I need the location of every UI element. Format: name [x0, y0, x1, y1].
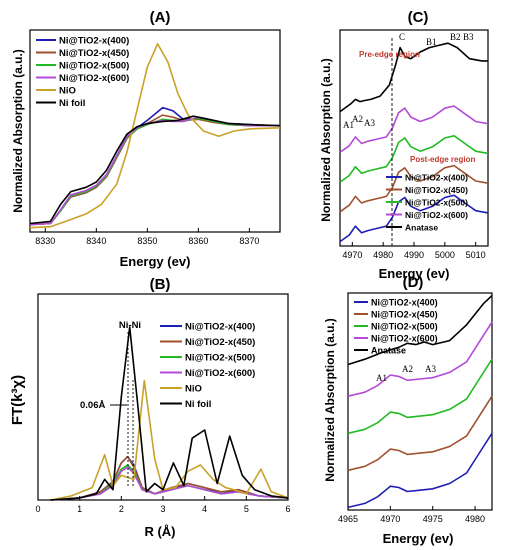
panel-d-xtick-label: 4965: [338, 514, 358, 524]
panel-c-legend: Ni@TiO2-x(400) Ni@TiO2-x(450) Ni@TiO2-x(50…: [386, 173, 468, 233]
panel-c-series-ni-tio2-x-450: [339, 164, 489, 213]
panel-c-series-ni-tio2-x-400: [339, 194, 489, 243]
panel-a: (A) 8330 8340 8350 8360 8370 Energy (ev) Nor…: [11, 9, 281, 269]
label-c: C: [399, 32, 405, 42]
panel-a-xtick-label: 8340: [86, 236, 106, 246]
legend-label-ni-tio2-x-400: Ni@TiO2-x(400): [59, 36, 129, 47]
panel-c-series-ni-tio2-x-500: [339, 135, 489, 183]
panel-a-series-nio: [29, 43, 281, 229]
panel-b-xtick-label: 6: [285, 504, 290, 514]
label-b1: B1: [426, 37, 437, 47]
panel-c-xtick-label: 4980: [373, 250, 393, 260]
legend-label-ni-tio2-x-400: Ni@TiO2-x(400): [405, 173, 468, 183]
legend-label-ni-tio2-x-400: Ni@TiO2-x(400): [185, 322, 255, 333]
panel-b-xlabel: R (Å): [144, 524, 175, 539]
panel-b-series-ni-tio2-x-600: [50, 466, 289, 501]
panel-a-xlabel: Energy (ev): [120, 254, 191, 269]
pre-edge-label: Pre-edge region: [359, 50, 420, 59]
panel-c-title: (C): [408, 9, 429, 26]
panel-d-series-anatase: [347, 295, 493, 366]
legend-label-ni-tio2-x-600: Ni@TiO2-x(600): [59, 73, 129, 84]
panel-a-xtick-label: 8360: [188, 236, 208, 246]
legend-label-ni-foil: Ni foil: [185, 399, 211, 410]
legend-label-nio: NiO: [185, 384, 202, 395]
legend-label-ni-tio2-x-400: Ni@TiO2-x(400): [371, 298, 438, 308]
panel-a-xtick-label: 8330: [35, 236, 55, 246]
shift-annotation: 0.06Å: [80, 400, 105, 411]
panel-a-xtick-label: 8350: [137, 236, 157, 246]
panel-c-series-anatase: [339, 42, 488, 113]
panel-c-series-ni-tio2-x-600: [339, 105, 489, 153]
panel-a-series-ni-tio2-x-500: [29, 117, 280, 226]
label-a3: A3: [364, 118, 375, 128]
panel-c-xtick-label: 5000: [435, 250, 455, 260]
panel-d-title: (D): [403, 274, 424, 291]
panel-d-xtick-label: 4975: [423, 514, 443, 524]
panel-a-series-ni-foil: [29, 115, 281, 225]
panel-b-legend: Ni@TiO2-x(400) Ni@TiO2-x(450) Ni@TiO2-x(50…: [160, 322, 255, 410]
panel-a-series-ni-tio2-x-600: [29, 116, 280, 226]
ni-ni-annotation: Ni-Ni: [119, 320, 141, 331]
panel-b-xtick-label: 3: [160, 504, 165, 514]
legend-label-ni-foil: Ni foil: [59, 98, 85, 109]
panel-a-plot-frame: [29, 29, 281, 233]
legend-label-anatase: Anatase: [405, 223, 438, 233]
label-d-a2: A2: [402, 364, 413, 374]
panel-d-xtick-label: 4980: [465, 514, 485, 524]
panel-b-title: (B): [150, 276, 171, 293]
panel-d-xlabel: Energy (ev): [383, 531, 454, 546]
panel-b-ylabel: FT(k³χ): [9, 375, 26, 425]
label-b3: B3: [463, 32, 474, 42]
legend-label-nio: NiO: [59, 86, 76, 97]
label-d-a3: A3: [425, 364, 436, 374]
legend-label-anatase: Anatase: [371, 346, 406, 356]
label-a1: A1: [343, 120, 354, 130]
label-b2: B2: [450, 32, 461, 42]
panel-a-xtick-label: 8370: [239, 236, 259, 246]
panel-d: (D) 4965 4970 4975 4980 Energy (ev) Normali…: [323, 274, 493, 546]
legend-label-ni-tio2-x-450: Ni@TiO2-x(450): [371, 310, 438, 320]
panel-b-xtick-label: 5: [244, 504, 249, 514]
panel-b-xtick-label: 0: [35, 504, 40, 514]
legend-label-ni-tio2-x-500: Ni@TiO2-x(500): [371, 322, 438, 332]
panel-a-title: (A): [150, 9, 171, 26]
panel-c: (C) 4970 4980 4990 5000 5010 Energy (ev) Nor…: [319, 9, 489, 281]
panel-d-series-ni-tio2-x-450: [347, 395, 493, 472]
legend-label-ni-tio2-x-500: Ni@TiO2-x(500): [405, 198, 468, 208]
legend-label-ni-tio2-x-450: Ni@TiO2-x(450): [405, 185, 468, 195]
panel-a-ylabel: Normalized Absorption (a.u.): [11, 49, 25, 213]
panel-b-series-ni-foil: [50, 326, 289, 501]
legend-label-ni-tio2-x-600: Ni@TiO2-x(600): [185, 368, 255, 379]
panel-a-legend: Ni@TiO2-x(400)Ni@TiO2-x(450) Ni@TiO2-x(50…: [36, 36, 129, 109]
panel-a-series-ni-tio2-x-450: [29, 114, 280, 226]
panel-b-xtick-label: 4: [202, 504, 207, 514]
panel-d-xtick-label: 4970: [380, 514, 400, 524]
panel-b-xtick-label: 2: [119, 504, 124, 514]
post-edge-label: Post-edge region: [410, 155, 475, 164]
panel-d-legend: Ni@TiO2-x(400) Ni@TiO2-x(450) Ni@TiO2-x(50…: [354, 298, 438, 356]
panel-b-series-nio: [50, 379, 289, 501]
legend-label-ni-tio2-x-450: Ni@TiO2-x(450): [59, 48, 129, 59]
panel-d-ylabel: Normalized Absorption (a.u.): [323, 318, 337, 482]
panel-d-series-ni-tio2-x-600: [347, 321, 493, 397]
panel-c-ylabel: Normalized Absorption (a.u.): [319, 58, 333, 222]
panel-b-xtick-label: 1: [77, 504, 82, 514]
panel-d-plot-frame: [347, 292, 493, 511]
legend-label-ni-tio2-x-500: Ni@TiO2-x(500): [185, 353, 255, 364]
panel-d-series-ni-tio2-x-400: [347, 432, 493, 509]
panel-c-xtick-label: 5010: [466, 250, 486, 260]
legend-label-ni-tio2-x-600: Ni@TiO2-x(600): [371, 334, 438, 344]
panel-b-series-ni-tio2-x-450: [50, 455, 289, 501]
label-a2: A2: [352, 114, 363, 124]
label-d-a1: A1: [376, 373, 387, 383]
panel-c-xlabel: Energy (ev): [379, 266, 450, 281]
panel-d-series-ni-tio2-x-500: [347, 358, 493, 435]
legend-label-ni-tio2-x-600: Ni@TiO2-x(600): [405, 210, 468, 220]
panel-c-xtick-label: 4970: [342, 250, 362, 260]
legend-label-ni-tio2-x-450: Ni@TiO2-x(450): [185, 337, 255, 348]
panel-c-xtick-label: 4990: [404, 250, 424, 260]
legend-label-ni-tio2-x-500: Ni@TiO2-x(500): [59, 61, 129, 72]
panel-b: (B) 0 1 2 3 4 5 6 R (Å) FT(k³χ) Ni@TiO2-x(400)…: [9, 276, 291, 539]
